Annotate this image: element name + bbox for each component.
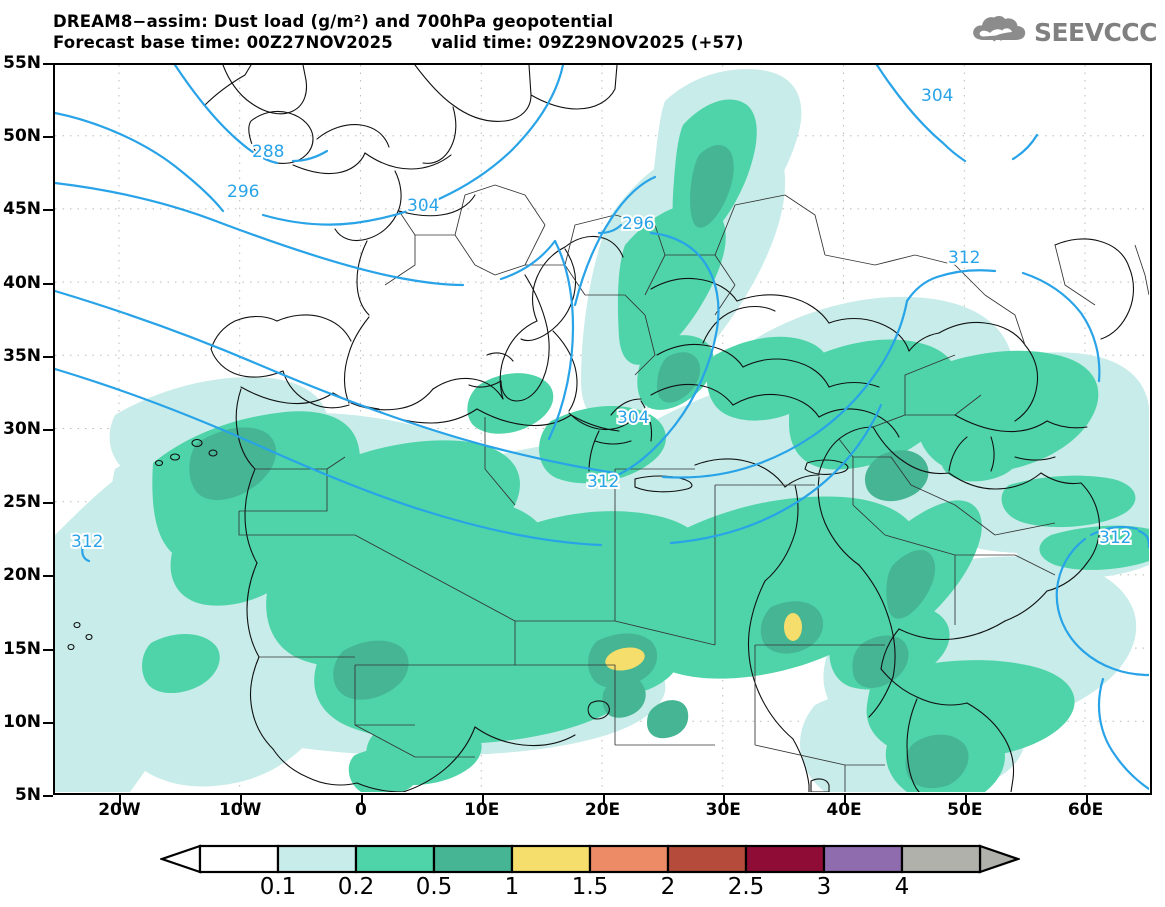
colorbar-tick-label: 1.5: [571, 874, 609, 900]
latitude-tick-label: 10N: [3, 711, 41, 732]
dust-load-shading: [55, 69, 1149, 792]
colorbar-tick-label: 0.1: [259, 874, 297, 900]
colorbar-extend-max: [978, 844, 1020, 874]
valid-time-label: valid time: 09Z29NOV2025 (+57): [430, 33, 744, 52]
colorbar-tick-label: 2: [660, 874, 676, 900]
longitude-tick-label: 50E: [947, 800, 983, 820]
map-canvas: 288 296 304 296 312 304 304 312 312 312: [55, 65, 1149, 792]
latitude-tick: [43, 648, 53, 651]
longitude-tick: [964, 795, 967, 805]
latitude-tick: [43, 795, 53, 797]
longitude-tick-label: 10W: [218, 800, 262, 820]
colorbar-tick-label: 1: [504, 874, 520, 900]
longitude-tick: [844, 795, 847, 805]
contour-label-304-b: 304: [617, 408, 649, 428]
colorbar-tick-label: 3: [816, 874, 832, 900]
latitude-tick: [43, 209, 53, 212]
longitude-tick: [602, 795, 605, 805]
longitude-tick-label: 20W: [98, 800, 141, 820]
contour-label-296-a: 296: [227, 182, 259, 202]
latitude-tick-label: 20N: [3, 565, 41, 586]
latitude-tick: [43, 63, 53, 65]
coastlines: [67, 65, 1135, 792]
colorbar-segment: [276, 844, 358, 874]
longitude-tick-label: 60E: [1067, 800, 1104, 820]
contour-labels: 288 296 304 296 312 304 304 312 312 312: [69, 84, 1133, 554]
cloud-icon: [970, 14, 1028, 50]
forecast-base-time-label: Forecast base time: 00Z27NOV2025: [53, 33, 393, 52]
country-borders: [238, 184, 1149, 792]
colorbar: 0.1 0.2 0.5 1 1.5 2 2.5 3 4: [0, 838, 1165, 907]
latitude-tick: [43, 721, 53, 724]
latitude-tick: [43, 136, 53, 139]
latitude-tick-label: 35N: [3, 345, 41, 366]
contour-label-296-b: 296: [622, 214, 654, 234]
longitude-tick: [481, 795, 484, 805]
contour-label-312-right: 312: [1099, 528, 1131, 548]
latitude-tick-label: 55N: [3, 53, 41, 73]
colorbar-tick-label: 2.5: [727, 874, 765, 900]
colorbar-segment: [822, 844, 904, 874]
latitude-tick-label: 5N: [14, 785, 41, 805]
latitude-tick: [43, 575, 53, 578]
colorbar-segment: [198, 844, 280, 874]
colorbar-tick-label: 0.5: [415, 874, 453, 900]
latitude-tick-label: 25N: [3, 492, 41, 513]
colorbar-segment: [744, 844, 826, 874]
colorbar-swatches: [160, 844, 1020, 874]
longitude-tick: [119, 795, 122, 805]
contour-label-312-left: 312: [71, 532, 103, 552]
colorbar-extend-min: [160, 844, 202, 874]
longitude-tick: [723, 795, 726, 805]
contour-label-312-a: 312: [948, 248, 980, 268]
logo-text: SEEVCCC: [1033, 17, 1158, 47]
contour-label-304-top: 304: [921, 86, 953, 106]
longitude-tick: [360, 795, 363, 805]
longitude-tick: [1085, 795, 1088, 805]
page-title: DREAM8−assim: Dust load (g/m²) and 700hP…: [53, 12, 614, 31]
longitude-tick-label: 40E: [826, 800, 862, 820]
title-block: DREAM8−assim: Dust load (g/m²) and 700hP…: [53, 11, 744, 53]
latitude-tick-label: 50N: [3, 126, 41, 147]
geopotential-contours: [55, 65, 1149, 791]
longitude-tick-label: 30E: [705, 800, 741, 820]
colorbar-segment: [354, 844, 436, 874]
latitude-tick: [43, 429, 53, 431]
map-plot[interactable]: 288 296 304 296 312 304 304 312 312 312: [53, 63, 1152, 795]
longitude-tick-label: 10E: [464, 800, 500, 820]
latitude-tick-label: 30N: [3, 419, 41, 439]
colorbar-tick-label: 4: [894, 874, 910, 900]
forecast-time-line: Forecast base time: 00Z27NOV2025 valid t…: [53, 32, 744, 53]
colorbar-segment: [510, 844, 592, 874]
colorbar-tick-label: 0.2: [337, 874, 375, 900]
colorbar-segment: [588, 844, 670, 874]
colorbar-segment: [900, 844, 982, 874]
contour-label-304-a: 304: [407, 196, 439, 216]
latitude-tick-label: 40N: [3, 272, 41, 293]
latitude-tick-label: 15N: [3, 638, 41, 659]
longitude-tick: [240, 795, 243, 805]
colorbar-segment: [666, 844, 748, 874]
latitude-tick-label: 45N: [3, 199, 41, 220]
title-spacer: [393, 32, 431, 53]
seevccc-logo: SEEVCCC: [970, 14, 1158, 50]
longitude-tick-label: 0: [355, 800, 367, 820]
latitude-tick: [43, 282, 53, 285]
contour-label-312-b: 312: [587, 472, 619, 492]
colorbar-segment: [432, 844, 514, 874]
latitude-tick: [43, 355, 53, 358]
latitude-tick: [43, 502, 53, 505]
contour-label-288: 288: [252, 142, 284, 162]
header: DREAM8−assim: Dust load (g/m²) and 700hP…: [0, 0, 1165, 62]
longitude-tick-label: 20E: [584, 800, 621, 820]
